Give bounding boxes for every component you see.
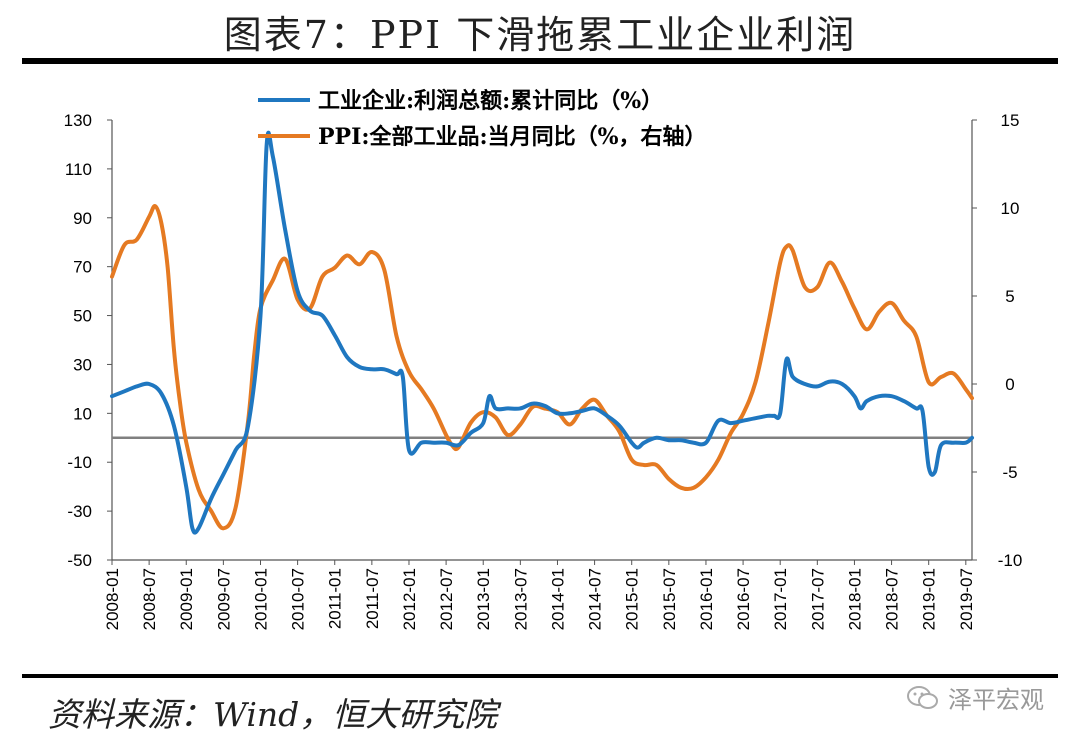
x-tick-label: 2014-07	[586, 568, 605, 630]
x-tick-label: 2009-07	[214, 568, 233, 630]
series-lines	[110, 130, 974, 535]
x-tick-label: 2013-01	[474, 568, 493, 630]
x-tick-label: 2010-07	[289, 568, 308, 630]
bottom-rule	[22, 674, 1058, 678]
x-tick-label: 2010-01	[251, 568, 270, 630]
left-tick-label: 110	[65, 160, 92, 179]
x-tick-label: 2017-07	[808, 568, 827, 630]
x-tick-label: 2015-07	[660, 568, 679, 630]
x-tick-label: 2018-07	[883, 568, 902, 630]
x-tick-label: 2019-07	[957, 568, 976, 630]
left-tick-label: 30	[73, 355, 92, 374]
left-tick-label: -10	[67, 453, 92, 472]
right-tick-label: 0	[1005, 375, 1014, 394]
legend: 工业企业:利润总额:累计同比（%） PPI:全部工业品:当月同比（%，右轴）	[258, 88, 707, 150]
right-tick-label: 5	[1005, 287, 1014, 306]
x-tick-label: 2017-01	[771, 568, 790, 630]
watermark-text: 泽平宏观	[948, 686, 1044, 714]
x-tick-label: 2016-07	[734, 568, 753, 630]
left-tick-label: 70	[73, 258, 92, 277]
axes: 1301109070503010-10-30-50151050-5-102008…	[64, 111, 1023, 630]
chart: 1301109070503010-10-30-50151050-5-102008…	[64, 88, 1023, 630]
left-tick-label: 130	[64, 111, 92, 130]
left-tick-label: 10	[73, 404, 92, 423]
wechat-icon	[907, 685, 938, 709]
left-tick-label: -50	[67, 551, 92, 570]
x-tick-label: 2013-07	[511, 568, 530, 630]
x-tick-label: 2009-01	[177, 568, 196, 630]
x-tick-label: 2011-01	[326, 568, 345, 629]
legend-label: PPI:全部工业品:当月同比（%，右轴）	[318, 124, 707, 150]
x-tick-label: 2019-01	[920, 568, 939, 630]
right-tick-label: -10	[998, 551, 1023, 570]
x-tick-label: 2012-07	[437, 568, 456, 630]
right-tick-label: 15	[1001, 111, 1020, 130]
x-tick-label: 2008-07	[140, 568, 159, 630]
x-tick-label: 2018-01	[845, 568, 864, 630]
watermark: 泽平宏观	[906, 680, 1044, 715]
right-tick-label: 10	[1001, 199, 1020, 218]
left-tick-label: -30	[67, 502, 92, 521]
x-tick-label: 2012-01	[400, 568, 419, 630]
left-tick-label: 90	[73, 209, 92, 228]
left-tick-label: 50	[73, 307, 92, 326]
x-tick-label: 2015-01	[623, 568, 642, 630]
x-tick-label: 2011-07	[363, 568, 382, 629]
legend-label: 工业企业:利润总额:累计同比（%）	[318, 88, 663, 114]
profit-series-line	[110, 130, 974, 535]
chart-title: 图表7：PPI 下滑拖累工业企业利润	[223, 13, 857, 57]
x-tick-label: 2014-01	[548, 568, 567, 630]
x-tick-label: 2016-01	[697, 568, 716, 630]
x-tick-label: 2008-01	[103, 568, 122, 630]
ppi-series-line	[110, 204, 974, 531]
source-note: 资料来源：Wind，恒大研究院	[48, 695, 498, 734]
right-tick-label: -5	[1002, 463, 1017, 482]
top-rule	[22, 58, 1058, 64]
